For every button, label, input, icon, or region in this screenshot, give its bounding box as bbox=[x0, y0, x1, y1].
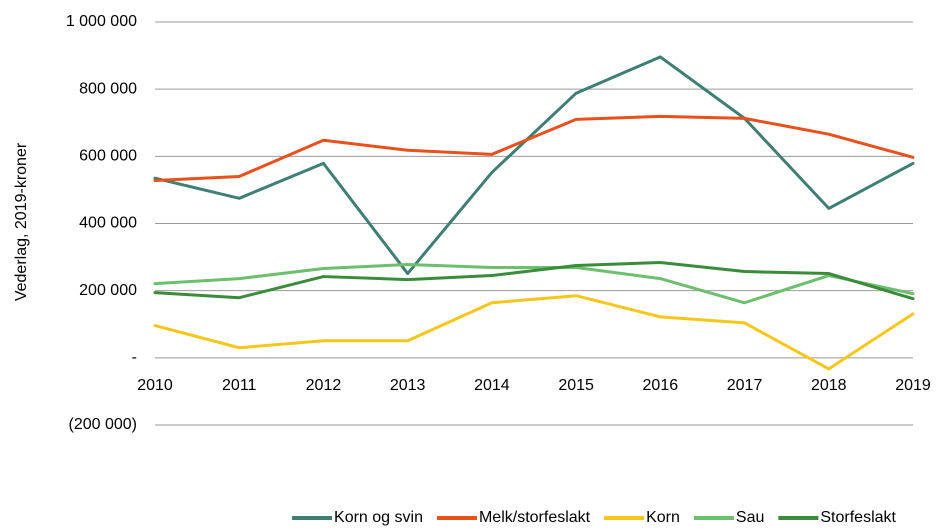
y-tick-label: (200 000) bbox=[69, 416, 138, 433]
series-line bbox=[153, 262, 915, 305]
y-tick-label: - bbox=[132, 349, 137, 366]
y-tick-label: 200 000 bbox=[79, 282, 137, 299]
x-tick-label: 2011 bbox=[222, 377, 257, 394]
series-line bbox=[153, 294, 915, 371]
x-tick-label: 2014 bbox=[474, 377, 510, 394]
legend: Korn og svin Melk/storfeslakt Korn Sau Storf… bbox=[292, 509, 897, 526]
legend-label: Korn og svin bbox=[334, 509, 423, 526]
series-line bbox=[153, 260, 915, 301]
y-tick-label: 800 000 bbox=[79, 80, 137, 97]
y-tick-label: 1 000 000 bbox=[66, 13, 137, 30]
series-line bbox=[153, 114, 915, 183]
legend-label: Storfeslakt bbox=[820, 509, 896, 526]
x-tick-label: 2010 bbox=[137, 377, 173, 394]
y-axis-label: Vederlag, 2019-kroner bbox=[13, 142, 30, 301]
x-tick-label: 2017 bbox=[727, 377, 763, 394]
x-tick-label: 2016 bbox=[643, 377, 679, 394]
series-line bbox=[153, 55, 915, 276]
x-tick-label: 2012 bbox=[306, 377, 342, 394]
x-tick-label: 2013 bbox=[390, 377, 426, 394]
legend-label: Melk/storfeslakt bbox=[479, 509, 591, 526]
y-tick-label: 600 000 bbox=[79, 148, 137, 165]
x-tick-label: 2015 bbox=[558, 377, 594, 394]
legend-label: Sau bbox=[736, 509, 764, 526]
x-tick-label: 2018 bbox=[811, 377, 847, 394]
y-tick-label: 400 000 bbox=[79, 215, 137, 232]
x-tick-label: 2019 bbox=[895, 377, 931, 394]
legend-label: Korn bbox=[646, 509, 680, 526]
